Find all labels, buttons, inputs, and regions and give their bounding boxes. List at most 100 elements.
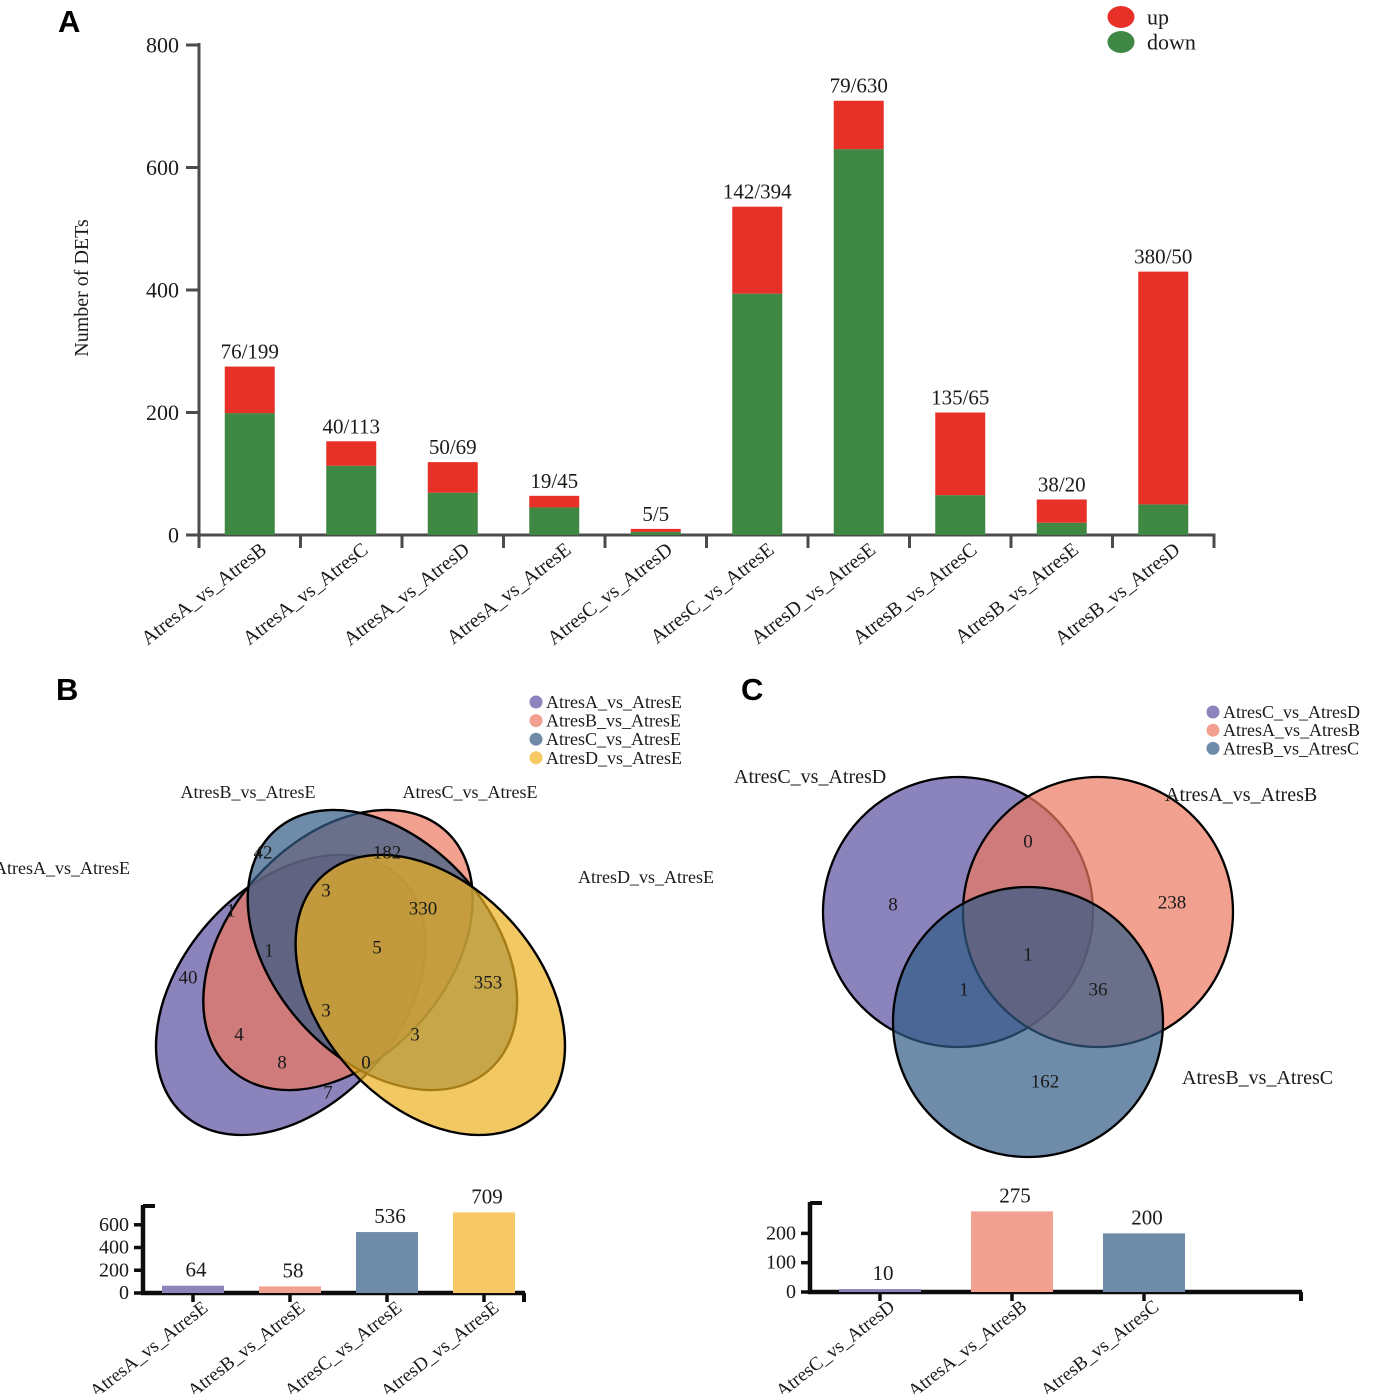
venn-count-AD: 7 xyxy=(323,1083,333,1104)
venn-count-BC: 36 xyxy=(1089,980,1108,1001)
bar-AtresC_vs_AtresD xyxy=(839,1289,921,1292)
y-tick-label: 600 xyxy=(99,1214,129,1236)
bar-AtresA_vs_AtresE xyxy=(162,1285,224,1293)
bar-value-label: 142/394 xyxy=(723,180,792,204)
venn-set-label: AtresC_vs_AtresE xyxy=(403,782,538,802)
y-tick-label: 0 xyxy=(119,1282,129,1304)
legend-swatch xyxy=(529,732,543,746)
venn-ellipses xyxy=(154,808,567,1137)
legend-label: AtresC_vs_AtresD xyxy=(1223,702,1360,722)
bar-value-label: 200 xyxy=(1131,1205,1163,1229)
venn-set-label: AtresB_vs_AtresE xyxy=(181,782,316,802)
venn-count-BC: 3 xyxy=(321,881,331,902)
y-tick-label: 0 xyxy=(786,1281,796,1303)
x-category-label: AtresC_vs_AtresD xyxy=(772,1296,899,1394)
venn-count-CD: 330 xyxy=(409,899,438,920)
bar-down-AtresB_vs_AtresC xyxy=(935,495,986,535)
bar-AtresD_vs_AtresE xyxy=(453,1212,515,1293)
bar-value-label: 19/45 xyxy=(530,469,578,493)
venn-set-label: AtresB_vs_AtresC xyxy=(1182,1067,1333,1089)
bar-value-label: 135/65 xyxy=(931,386,989,410)
venn-count-AC: 4 xyxy=(234,1025,244,1046)
bar-value-label: 79/630 xyxy=(830,74,888,98)
bar-down-AtresA_vs_AtresC xyxy=(326,465,377,535)
panel-b-bar-chart: 020040060064AtresA_vs_AtresE58AtresB_vs_… xyxy=(86,1184,526,1394)
x-category-label: AtresB_vs_AtresC xyxy=(1037,1296,1163,1394)
bar-value-label: 536 xyxy=(374,1204,406,1228)
y-tick-label: 100 xyxy=(766,1252,796,1274)
y-tick-label: 200 xyxy=(766,1222,796,1244)
bar-down-AtresB_vs_AtresE xyxy=(1036,522,1087,535)
venn-count-ABCD: 3 xyxy=(321,1001,331,1022)
y-tick-label: 200 xyxy=(99,1259,129,1281)
venn-count-AC: 1 xyxy=(959,980,969,1001)
x-category-label: AtresA_vs_AtresB xyxy=(904,1296,1031,1394)
bar-down-AtresA_vs_AtresD xyxy=(427,492,478,535)
y-tick-label: 600 xyxy=(146,155,179,180)
bar-value-label: 40/113 xyxy=(322,414,380,438)
venn-count-ABC: 1 xyxy=(1023,945,1033,966)
bar-down-AtresA_vs_AtresB xyxy=(224,413,275,535)
y-tick-label: 400 xyxy=(146,278,179,303)
bar-down-AtresD_vs_AtresE xyxy=(833,149,884,535)
bar-value-label: 58 xyxy=(283,1258,304,1282)
legend-swatch xyxy=(1206,723,1220,737)
bar-up-AtresC_vs_AtresE xyxy=(732,206,783,294)
venn-count-A: 40 xyxy=(179,968,198,989)
panel-c-venn: 8 238 162 0 1 36 1 AtresC_vs_AtresD AtresA_vs_At… xyxy=(734,766,1333,1159)
bar-down-AtresC_vs_AtresE xyxy=(732,293,783,535)
y-axis-title: Number of DETs xyxy=(71,219,93,357)
legend-label: AtresA_vs_AtresE xyxy=(546,692,682,712)
bar-up-AtresC_vs_AtresD xyxy=(630,528,681,532)
bar-up-AtresD_vs_AtresE xyxy=(833,100,884,150)
legend-swatch xyxy=(1206,705,1220,719)
bar-value-label: 10 xyxy=(873,1261,894,1285)
bar-value-label: 380/50 xyxy=(1134,245,1192,269)
venn-count-D: 353 xyxy=(474,973,503,994)
legend-swatch xyxy=(529,751,543,765)
bar-value-label: 5/5 xyxy=(642,502,669,526)
venn-count-ACD: 8 xyxy=(277,1053,287,1074)
venn-count-ABD: 0 xyxy=(361,1053,371,1074)
legend-swatch-up xyxy=(1107,6,1135,28)
y-tick-label: 400 xyxy=(99,1237,129,1259)
venn-count-C: 182 xyxy=(373,843,402,864)
bar-up-AtresB_vs_AtresC xyxy=(935,412,986,496)
y-tick-label: 800 xyxy=(146,33,179,58)
venn-count-C: 162 xyxy=(1031,1072,1060,1093)
bar-down-AtresC_vs_AtresD xyxy=(630,531,681,535)
bar-value-label: 275 xyxy=(999,1183,1031,1207)
bar-AtresA_vs_AtresB xyxy=(971,1211,1053,1292)
bar-AtresC_vs_AtresE xyxy=(356,1232,418,1293)
bar-down-AtresB_vs_AtresD xyxy=(1138,504,1189,535)
venn-count-BD: 3 xyxy=(410,1025,420,1046)
bar-value-label: 76/199 xyxy=(221,340,279,364)
legend-label: down xyxy=(1147,30,1196,55)
panel-c-bar-chart: 0 100 200 10 AtresC_vs_AtresD 275 AtresA_vs_At… xyxy=(766,1183,1303,1394)
legend-label: up xyxy=(1147,5,1169,30)
legend-swatch xyxy=(529,695,543,709)
y-tick-label: 200 xyxy=(146,400,179,425)
venn-set-label: AtresA_vs_AtresE xyxy=(0,858,130,878)
legend-swatch-down xyxy=(1107,31,1135,53)
legend-label: AtresB_vs_AtresE xyxy=(546,711,681,731)
bar-up-AtresA_vs_AtresC xyxy=(326,441,377,466)
venn-count-AB: 1 xyxy=(226,901,236,922)
bar-up-AtresA_vs_AtresE xyxy=(529,495,580,508)
panel-a-letter: A xyxy=(58,4,81,39)
bar-value-label: 64 xyxy=(186,1258,208,1282)
venn-count-A: 8 xyxy=(888,895,898,916)
bar-up-AtresB_vs_AtresE xyxy=(1036,499,1087,523)
panel-c-letter: C xyxy=(741,672,764,707)
legend-swatch xyxy=(1206,741,1220,755)
legend-label: AtresC_vs_AtresE xyxy=(546,729,681,749)
panel-b-legend: AtresA_vs_AtresEAtresB_vs_AtresEAtresC_v… xyxy=(529,692,682,768)
legend-label: AtresA_vs_AtresB xyxy=(1223,720,1360,740)
bar-AtresB_vs_AtresC xyxy=(1103,1233,1185,1292)
y-tick-label: 0 xyxy=(168,523,179,548)
bar-value-label: 709 xyxy=(471,1184,503,1208)
